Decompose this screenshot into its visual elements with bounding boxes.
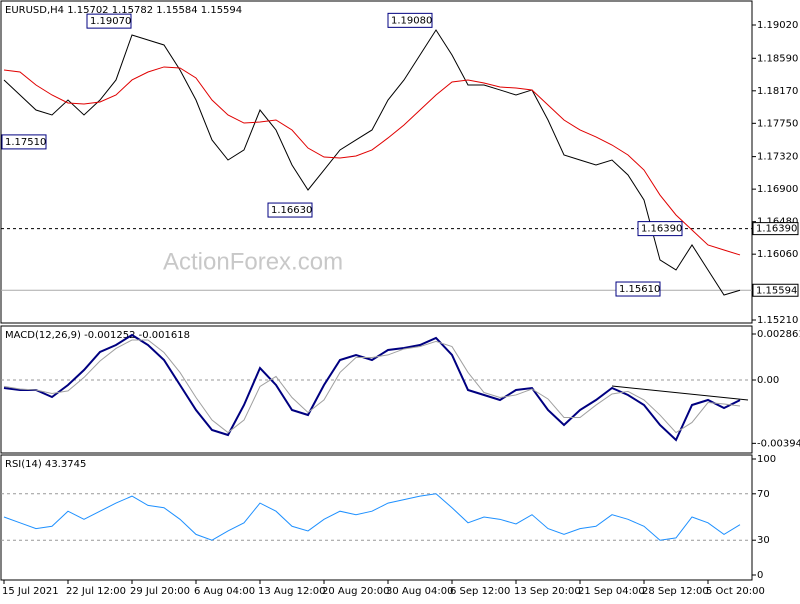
- y-tick-label: 1.18170: [757, 86, 798, 97]
- level-label-box: [752, 222, 799, 236]
- x-tick-label: 29 Jul 20:00: [130, 586, 190, 597]
- annotation-box: [267, 202, 313, 218]
- panel-title: EURUSD,H4 1.15702 1.15782 1.15584 1.1559…: [5, 5, 242, 16]
- x-tick-label: 21 Sep 04:00: [578, 586, 645, 597]
- series-line: [3, 493, 741, 541]
- y-tick-label: 0: [757, 570, 763, 581]
- annotation-label: 1.19070: [90, 16, 131, 27]
- y-tick-label: 1.17750: [757, 118, 798, 129]
- annotation-label: 1.15610: [619, 284, 660, 295]
- x-tick-label: 28 Sep 12:00: [642, 586, 709, 597]
- annotation-label: 1.16390: [641, 224, 682, 235]
- x-tick-label: 5 Oct 20:00: [706, 586, 765, 597]
- x-tick-label: 6 Aug 04:00: [194, 586, 255, 597]
- panel-frame: [0, 454, 753, 581]
- x-tick-label: 13 Aug 12:00: [258, 586, 325, 597]
- x-tick-label: 30 Aug 04:00: [386, 586, 453, 597]
- y-tick-label: 70: [757, 489, 770, 500]
- x-tick-label: 15 Jul 2021: [2, 586, 59, 597]
- last-price-label: 1.15594: [756, 285, 797, 296]
- y-tick-label: 0.00: [757, 375, 779, 386]
- trend-line: [611, 385, 749, 401]
- y-tick-label: -0.00394: [757, 438, 800, 449]
- y-tick-label: 1.15210: [757, 315, 798, 326]
- annotation-box: [86, 13, 132, 29]
- annotation-box: [637, 221, 683, 237]
- last-price-box: [752, 283, 799, 297]
- level-label: 1.16390: [756, 224, 797, 235]
- series-line: [3, 66, 741, 256]
- y-tick-label: 1.19020: [757, 20, 798, 31]
- x-tick-label: 20 Aug 20:00: [322, 586, 389, 597]
- watermark: ActionForex.com: [163, 248, 343, 275]
- series-line: [3, 29, 741, 296]
- y-tick-label: 1.17320: [757, 152, 798, 163]
- series-line: [3, 333, 741, 442]
- annotation-box: [615, 281, 661, 297]
- annotation-label: 1.19080: [391, 15, 432, 26]
- y-tick-label: 1.16060: [757, 249, 798, 260]
- panel-title: RSI(14) 43.3745: [5, 459, 86, 470]
- annotation-box: [387, 12, 433, 28]
- panel-title: MACD(12,26,9) -0.001252 -0.001618: [5, 330, 190, 341]
- annotation-box: [1, 134, 47, 150]
- panel-frame: [0, 325, 753, 454]
- y-tick-label: 100: [757, 454, 776, 465]
- annotation-label: 1.17510: [5, 137, 46, 148]
- x-tick-label: 22 Jul 12:00: [66, 586, 126, 597]
- x-tick-label: 6 Sep 12:00: [450, 586, 510, 597]
- y-tick-label: 1.16900: [757, 184, 798, 195]
- y-tick-label: 1.18590: [757, 53, 798, 64]
- y-tick-label: 0.002861: [757, 329, 800, 340]
- x-tick-label: 13 Sep 20:00: [514, 586, 581, 597]
- y-tick-label: 30: [757, 535, 770, 546]
- panel-frame: [0, 0, 753, 324]
- series-line: [3, 339, 741, 434]
- annotation-label: 1.16630: [271, 205, 312, 216]
